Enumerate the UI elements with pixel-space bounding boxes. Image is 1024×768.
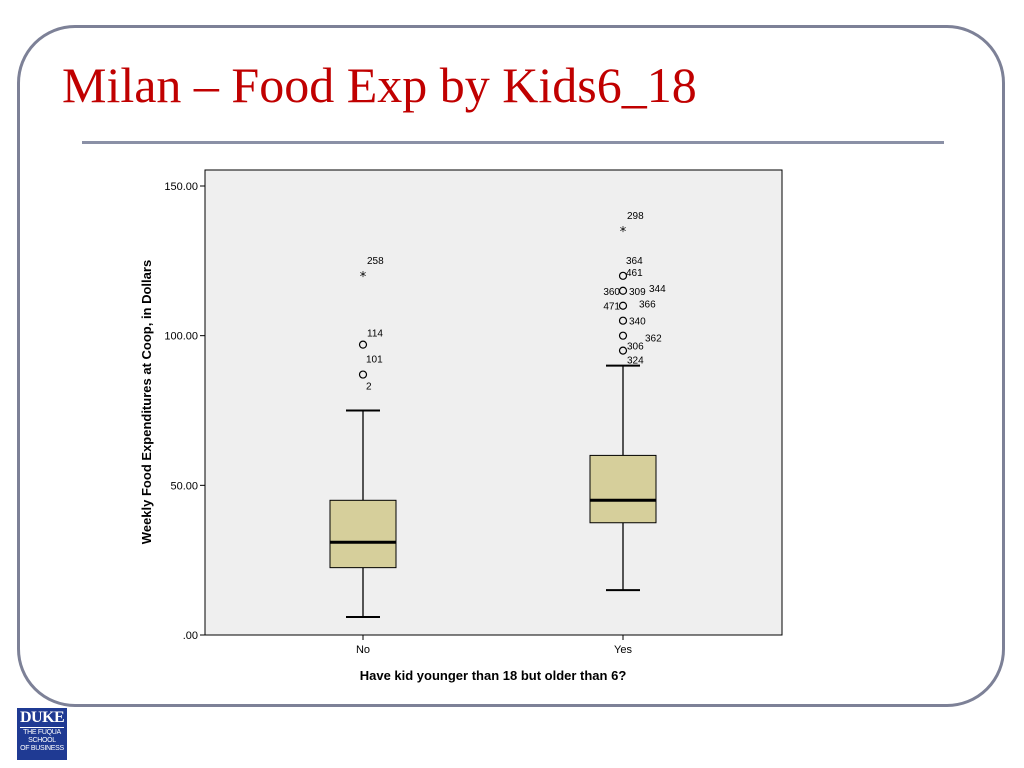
outlier-label: 306	[627, 342, 644, 353]
outlier-label: 298	[627, 211, 644, 222]
outlier-label: 258	[367, 256, 384, 267]
logo-main-text: DUKE	[20, 709, 65, 728]
slide-title: Milan – Food Exp by Kids6_18	[62, 57, 697, 113]
y-tick-label: 150.00	[164, 181, 198, 193]
outlier-label: 471	[603, 302, 620, 313]
outlier-label: 114	[367, 329, 383, 340]
outlier-star: *	[620, 225, 627, 240]
outlier-label: 344	[649, 284, 666, 295]
x-tick-label: Yes	[614, 644, 632, 656]
x-tick-label: No	[356, 644, 370, 656]
outlier-circle	[618, 286, 628, 295]
iqr-box	[589, 454, 657, 524]
outlier-circle	[618, 271, 628, 280]
logo-line-1: THE FUQUA	[23, 729, 61, 736]
x-axis: No Yes	[356, 635, 632, 656]
outlier-label: 101	[366, 355, 383, 366]
outlier-label: 360	[603, 287, 620, 298]
outlier-label: 366	[639, 300, 656, 311]
outlier-star: *	[360, 270, 367, 285]
outlier-circle	[358, 370, 368, 379]
outlier-label: 2	[366, 382, 372, 393]
logo-line-2: SCHOOL	[28, 737, 56, 744]
outlier-circle	[618, 346, 628, 355]
outlier-label: 324	[627, 356, 644, 367]
outlier-circle	[358, 340, 368, 349]
logo-line-3: OF BUSINESS	[20, 745, 64, 752]
y-tick-label: .00	[183, 630, 198, 642]
box-no: * 101 2 114 258	[329, 256, 397, 619]
outlier-label: 461	[626, 268, 643, 279]
x-axis-label: Have kid younger than 18 but older than …	[360, 668, 627, 683]
plot-area	[204, 169, 783, 636]
outlier-label: 309	[629, 287, 646, 298]
duke-fuqua-logo: DUKE THE FUQUA SCHOOL OF BUSINESS	[17, 708, 67, 760]
outlier-label: 364	[626, 256, 643, 267]
y-axis-label: Weekly Food Expenditures at Coop, in Dol…	[139, 260, 154, 544]
iqr-box	[329, 499, 397, 569]
outlier-label: 362	[645, 334, 662, 345]
y-axis: .00 50.00 100.00 150.00	[164, 181, 205, 642]
y-tick-label: 100.00	[164, 331, 198, 343]
y-tick-label: 50.00	[170, 480, 198, 492]
outlier-circle	[618, 316, 628, 325]
outlier-circle	[618, 331, 628, 340]
outlier-circle	[618, 301, 628, 310]
outlier-label: 340	[629, 317, 646, 328]
title-divider	[82, 141, 944, 144]
